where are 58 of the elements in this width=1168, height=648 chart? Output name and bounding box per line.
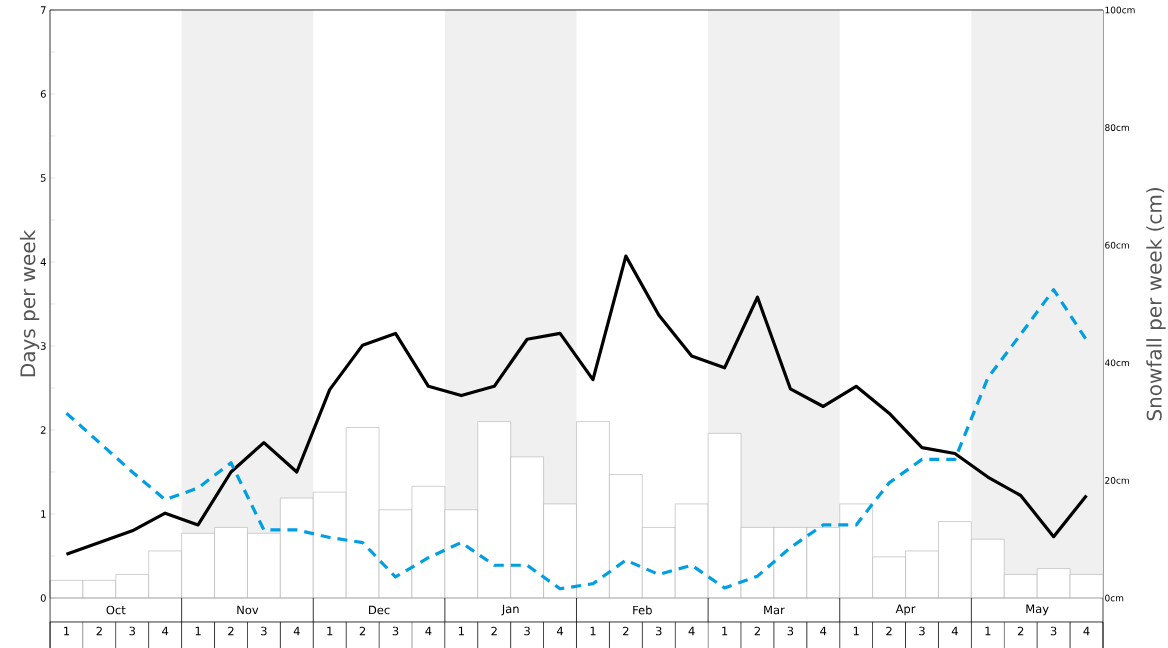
y2-tick-label: 0cm [1105, 594, 1124, 602]
x-tick-label: 3 [787, 626, 794, 636]
text: Nov [237, 605, 259, 615]
x-tick-label: 2 [359, 626, 366, 636]
x-tick-label: 3 [919, 626, 925, 636]
x-tick-label: 2 [886, 626, 892, 636]
x-tick-label: 2 [623, 626, 629, 636]
x-tick-label: 1 [722, 626, 728, 636]
x-tick-label: 4 [162, 626, 169, 636]
x-tick-label: 1 [985, 626, 991, 636]
y-tick-label: 3 [40, 342, 46, 350]
y-tick-label: 6 [40, 90, 46, 98]
x-tick-label: 3 [129, 626, 136, 636]
x-tick-label: 1 [853, 626, 859, 636]
x-tick-label: 3 [1050, 626, 1057, 636]
x-tick-label: 4 [556, 626, 564, 636]
x-tick-label: 3 [655, 626, 662, 636]
x-tick-label: 2 [754, 626, 760, 636]
text: Apr [895, 604, 916, 616]
x-tick-label: 4 [1083, 626, 1090, 636]
x-tick-label: 4 [951, 626, 958, 636]
line-series [64, 288, 1089, 591]
y-tick-label: 1 [41, 510, 46, 518]
x-tick-label: 1 [327, 626, 333, 636]
x-tick-label: 2 [491, 626, 497, 636]
y-tick-label: 7 [40, 6, 46, 14]
x-tick-label: 1 [590, 626, 596, 636]
x-tick-label: 4 [688, 626, 695, 636]
y2-tick-label: 100cm [1105, 6, 1135, 14]
x-tick-label: 1 [64, 626, 70, 636]
y2-tick-label: 80cm [1105, 124, 1129, 131]
x-tick-label: 2 [228, 626, 234, 636]
y2-axis-title: Snowfall per week (cm) [1146, 188, 1166, 421]
x-tick-label: 3 [524, 626, 530, 636]
text: Jan [501, 604, 519, 616]
x-tick-label: 3 [261, 626, 267, 636]
y2-tick-label: 40cm [1104, 359, 1129, 367]
x-tick-label: 4 [820, 626, 827, 636]
x-tick-label: 2 [1017, 626, 1024, 636]
text: Mar [764, 605, 785, 615]
x-tick-label: 3 [392, 626, 399, 636]
y-tick-label: 4 [40, 258, 46, 266]
line-series [64, 254, 1089, 556]
x-tick-label: 2 [96, 626, 102, 636]
text: Oct [106, 605, 126, 615]
y-tick-label: 0 [40, 594, 46, 602]
x-tick-label: 4 [293, 626, 300, 636]
y2-tick-label: 20cm [1105, 476, 1129, 484]
x-tick-label: 1 [458, 626, 464, 636]
y-axis-title: Days per week [19, 229, 40, 377]
y-tick-label: 5 [40, 174, 46, 182]
y-tick-label: 2 [40, 426, 46, 434]
x-tick-label: 1 [195, 626, 201, 636]
text: Feb [633, 605, 652, 615]
x-tick-label: 4 [425, 626, 432, 636]
y2-tick-label: 60cm [1105, 241, 1129, 249]
text: May [1026, 604, 1049, 616]
text: Dec [369, 605, 390, 615]
